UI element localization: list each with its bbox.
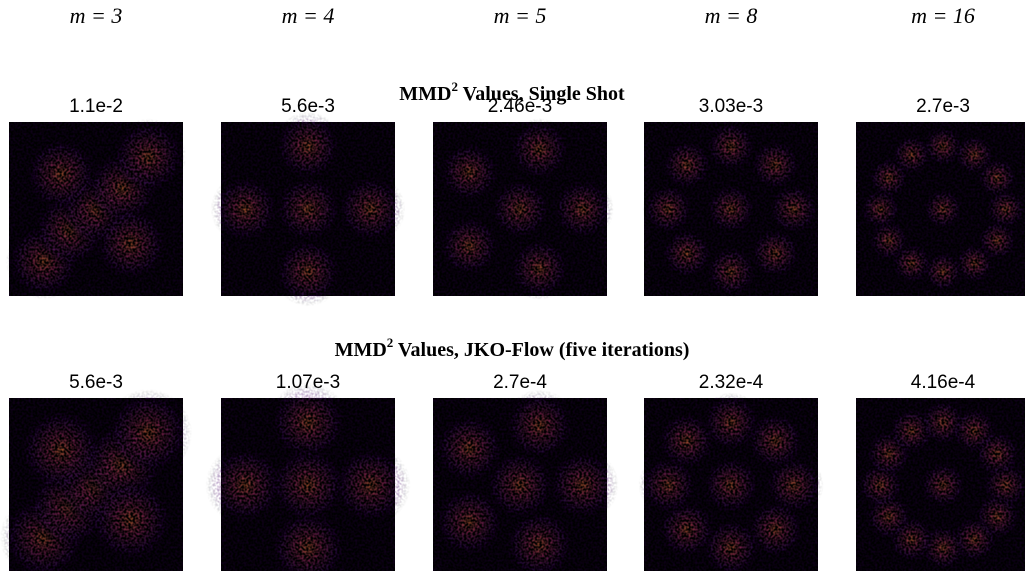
value-label: 2.7e-3 [916,96,970,117]
heatmap-density [211,112,406,307]
column-label: m = 3 [70,3,123,28]
density-blob [489,178,552,241]
density-blob [268,445,348,525]
density-blob [336,174,406,244]
density-blob [110,119,187,196]
value-label: 2.7e-4 [493,372,547,393]
density-blob [484,449,556,521]
heatmap-density [638,392,823,571]
density-blob [701,455,761,515]
density-blob [745,411,805,471]
density-blob [438,214,501,277]
heatmap-density [433,118,614,300]
heatmap-density [205,382,410,571]
heatmap [0,389,192,571]
density-blob [93,206,170,283]
column-label: m = 8 [705,3,758,28]
heatmap [211,112,406,307]
density-blob [749,139,801,191]
density-blob [551,178,614,241]
density-blob [273,174,343,244]
heatmap [433,118,614,300]
column-label: m = 16 [911,3,975,28]
density-blob [104,389,192,477]
value-label: 3.03e-3 [699,96,763,117]
value-label: 5.6e-3 [281,96,335,117]
density-blob [438,141,501,204]
density-blob [705,183,757,235]
density-blob [87,476,175,564]
value-label: 1.07e-3 [276,372,340,393]
density-blob [919,461,967,509]
density-blob [508,237,571,300]
heatmap-density [433,389,619,571]
heatmap [6,119,187,300]
density-blob [273,112,343,182]
density-blob [976,157,1018,199]
density-blob [922,188,964,230]
value-label: 2.46e-3 [488,96,552,117]
value-label: 5.6e-3 [69,372,123,393]
heatmap [642,120,819,297]
heatmap [856,398,1025,571]
density-blob [23,136,100,213]
heatmap [856,122,1025,296]
heatmap-density [0,389,192,571]
heatmap [205,382,410,571]
heatmap [433,389,619,571]
heatmap [638,392,823,571]
heatmap-density [856,122,1025,296]
column-label: m = 4 [282,3,335,28]
heatmap-density [856,398,1025,571]
heatmap-density [6,119,187,300]
density-blob [211,174,281,244]
value-label: 2.32e-4 [699,372,764,393]
figure: MMD2 Values, Single Shot MMD2 Values, JK… [0,0,1025,571]
density-blob [17,406,105,494]
section-title: MMD2 Values, JKO-Flow (five iterations) [335,335,690,361]
density-blob [973,430,1021,478]
heatmap-density [642,120,819,297]
density-blob [508,118,571,181]
value-label: 1.1e-2 [69,96,123,117]
density-blob [273,237,343,307]
density-blob [547,449,619,521]
column-label: m = 5 [494,3,547,28]
value-label: 4.16e-4 [911,372,976,393]
